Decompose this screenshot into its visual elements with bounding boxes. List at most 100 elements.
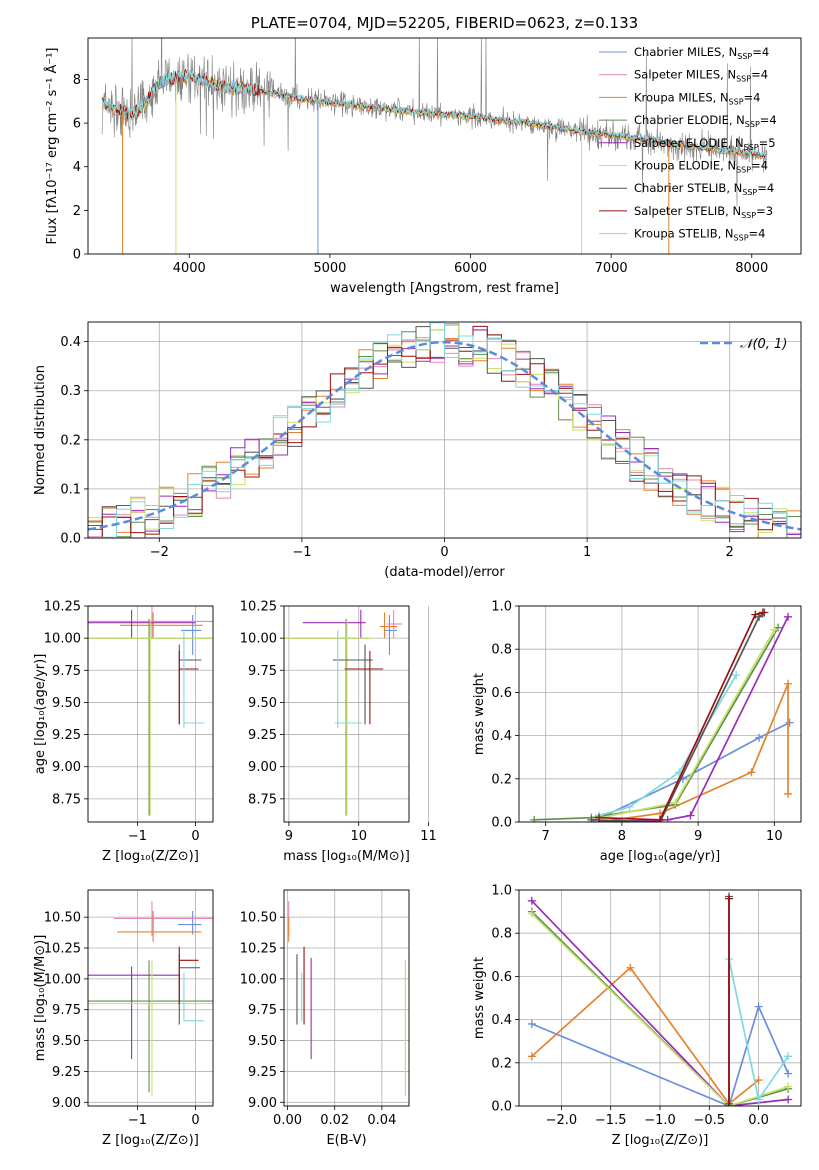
y-tick-label: 0 (73, 248, 81, 263)
y-tick-label: 10.00 (44, 972, 81, 987)
y-tick-label: 10.00 (44, 632, 81, 647)
mass-weight-marker (626, 963, 635, 972)
y-tick-label: 0.0 (491, 816, 512, 831)
mass-weight-marker (784, 1052, 793, 1061)
mass-weight-marker (784, 679, 793, 688)
weight-vs-age-axes: 7 8 9 10 0.0 0.2 0.4 0.6 0.8 1.0 age [log₁₀(age/yr… (472, 600, 801, 864)
axes-frame (87, 605, 214, 823)
mass-weight-marker (587, 815, 596, 822)
x-tick-label: 2 (726, 545, 734, 560)
mass-weight-marker (527, 909, 536, 918)
axes-frame (87, 889, 214, 1107)
y-tick-label: 9.25 (248, 1065, 277, 1080)
y-tick-label: 8 (73, 73, 81, 88)
y-tick-label: 0.2 (491, 772, 512, 787)
y-tick-label: 9.50 (52, 696, 81, 711)
series-group (527, 892, 793, 1106)
chart-title: PLATE=0704, MJD=52205, FIBERID=0623, z=0… (251, 14, 638, 32)
mass-weight-line (591, 611, 765, 822)
y-tick-label: 0.6 (491, 970, 512, 985)
mass-weight-marker (754, 1002, 763, 1011)
y-tick-label: 0.6 (491, 686, 512, 701)
y-tick-label: 0.8 (491, 927, 512, 942)
y-tick-label: 9.75 (52, 1003, 81, 1018)
x-tick-label: −1 (292, 545, 311, 560)
spectrum-axes: 4000 5000 6000 7000 8000 0 2 4 6 8 wavelength [Ang… (44, 38, 768, 296)
mass-weight-marker (732, 671, 741, 680)
y-tick-label: 9.75 (52, 664, 81, 679)
y-tick-label: 4 (73, 160, 81, 175)
y-tick-label: 9.75 (248, 664, 277, 679)
mass-weight-marker (754, 1095, 763, 1104)
x-tick-label: −0.5 (694, 1113, 726, 1128)
errorbar-group (288, 901, 407, 1097)
y-tick-label: 10.25 (240, 600, 277, 615)
y-tick-label: 8.75 (248, 792, 277, 807)
y-tick-label: 0.4 (60, 335, 81, 350)
mass-weight-marker (595, 813, 604, 822)
y-tick-label: 10.25 (44, 942, 81, 957)
x-tick-label: 0 (191, 829, 199, 844)
x-axis-label: E(B-V) (326, 1133, 366, 1148)
x-tick-label: −2.0 (546, 1113, 578, 1128)
x-tick-label: 0 (440, 545, 448, 560)
y-axis-label: mass weight (472, 957, 487, 1039)
y-tick-label: 1.0 (491, 600, 512, 615)
y-tick-label: 9.25 (52, 728, 81, 743)
mass-weight-marker (747, 768, 756, 777)
mass-weight-marker (671, 798, 680, 807)
legend-entry: Salpeter ELODIE, NSSP=5 (634, 136, 776, 152)
mass-weight-marker (755, 733, 764, 742)
x-tick-label: 0.0 (748, 1113, 769, 1128)
y-tick-label: 0.0 (491, 1100, 512, 1115)
mass-weight-marker (784, 1082, 793, 1091)
mass-weight-line (531, 910, 789, 1106)
x-tick-label: 8000 (735, 261, 768, 276)
y-tick-label: 9.00 (52, 1096, 81, 1111)
mass-weight-marker (784, 1095, 793, 1104)
y-tick-label: 9.50 (52, 1034, 81, 1049)
spectrum-lines (101, 38, 768, 254)
y-tick-label: 0.1 (60, 482, 81, 497)
mass-weight-marker (784, 1069, 793, 1078)
mass-weight-marker (663, 815, 672, 822)
mass-weight-marker (770, 625, 779, 634)
x-axis-label: wavelength [Angstrom, rest frame] (330, 281, 559, 296)
x-tick-label: −1.0 (644, 1113, 676, 1128)
x-tick-label: 0.02 (320, 1113, 349, 1128)
x-tick-label: 7000 (595, 261, 628, 276)
normal-legend-label: 𝒩(0, 1) (740, 337, 787, 352)
residual-histogram (88, 322, 801, 538)
x-tick-label: 5000 (313, 261, 346, 276)
mass-weight-marker (754, 1076, 763, 1085)
age-vs-Z-axes: −1 0 8.75 9.00 9.25 9.50 9.75 10.00 10.25 Z [log₁… (33, 600, 213, 864)
x-tick-label: 10 (350, 829, 367, 844)
y-tick-label: 10.00 (240, 632, 277, 647)
axes-frame (283, 889, 410, 1107)
y-tick-label: 9.00 (248, 1096, 277, 1111)
legend-entry: Kroupa STELIB, NSSP=4 (634, 227, 765, 243)
mass-weight-marker (686, 811, 695, 820)
mass-weight-marker (784, 789, 793, 798)
mass-weight-line (531, 913, 789, 1106)
y-tick-label: 1.0 (491, 884, 512, 899)
x-axis-label: Z [log₁₀(Z/Z⊙)] (102, 1133, 199, 1148)
mass-weight-marker (527, 896, 536, 905)
y-tick-label: 9.50 (248, 696, 277, 711)
y-tick-label: 8.75 (52, 792, 81, 807)
x-tick-label: 10 (766, 829, 783, 844)
errorbar-group (88, 606, 213, 816)
mass-weight-marker (725, 894, 734, 903)
x-tick-label: 8 (618, 829, 626, 844)
model-spectrum-line (101, 71, 766, 160)
x-tick-label: −1 (128, 829, 147, 844)
x-tick-label: 4000 (173, 261, 206, 276)
mass-weight-marker (527, 1052, 536, 1061)
x-tick-label: 0.00 (273, 1113, 302, 1128)
histogram-group (88, 322, 801, 538)
x-axis-label: Z [log₁₀(Z/Z⊙)] (102, 849, 199, 864)
mass-weight-marker (758, 608, 767, 617)
y-tick-label: 9.25 (52, 1065, 81, 1080)
weight-vs-Z-axes: −2.0 −1.5 −1.0 −0.5 0.0 0.0 0.2 0.4 0.6 0.8 1.0 Z [… (472, 884, 801, 1148)
